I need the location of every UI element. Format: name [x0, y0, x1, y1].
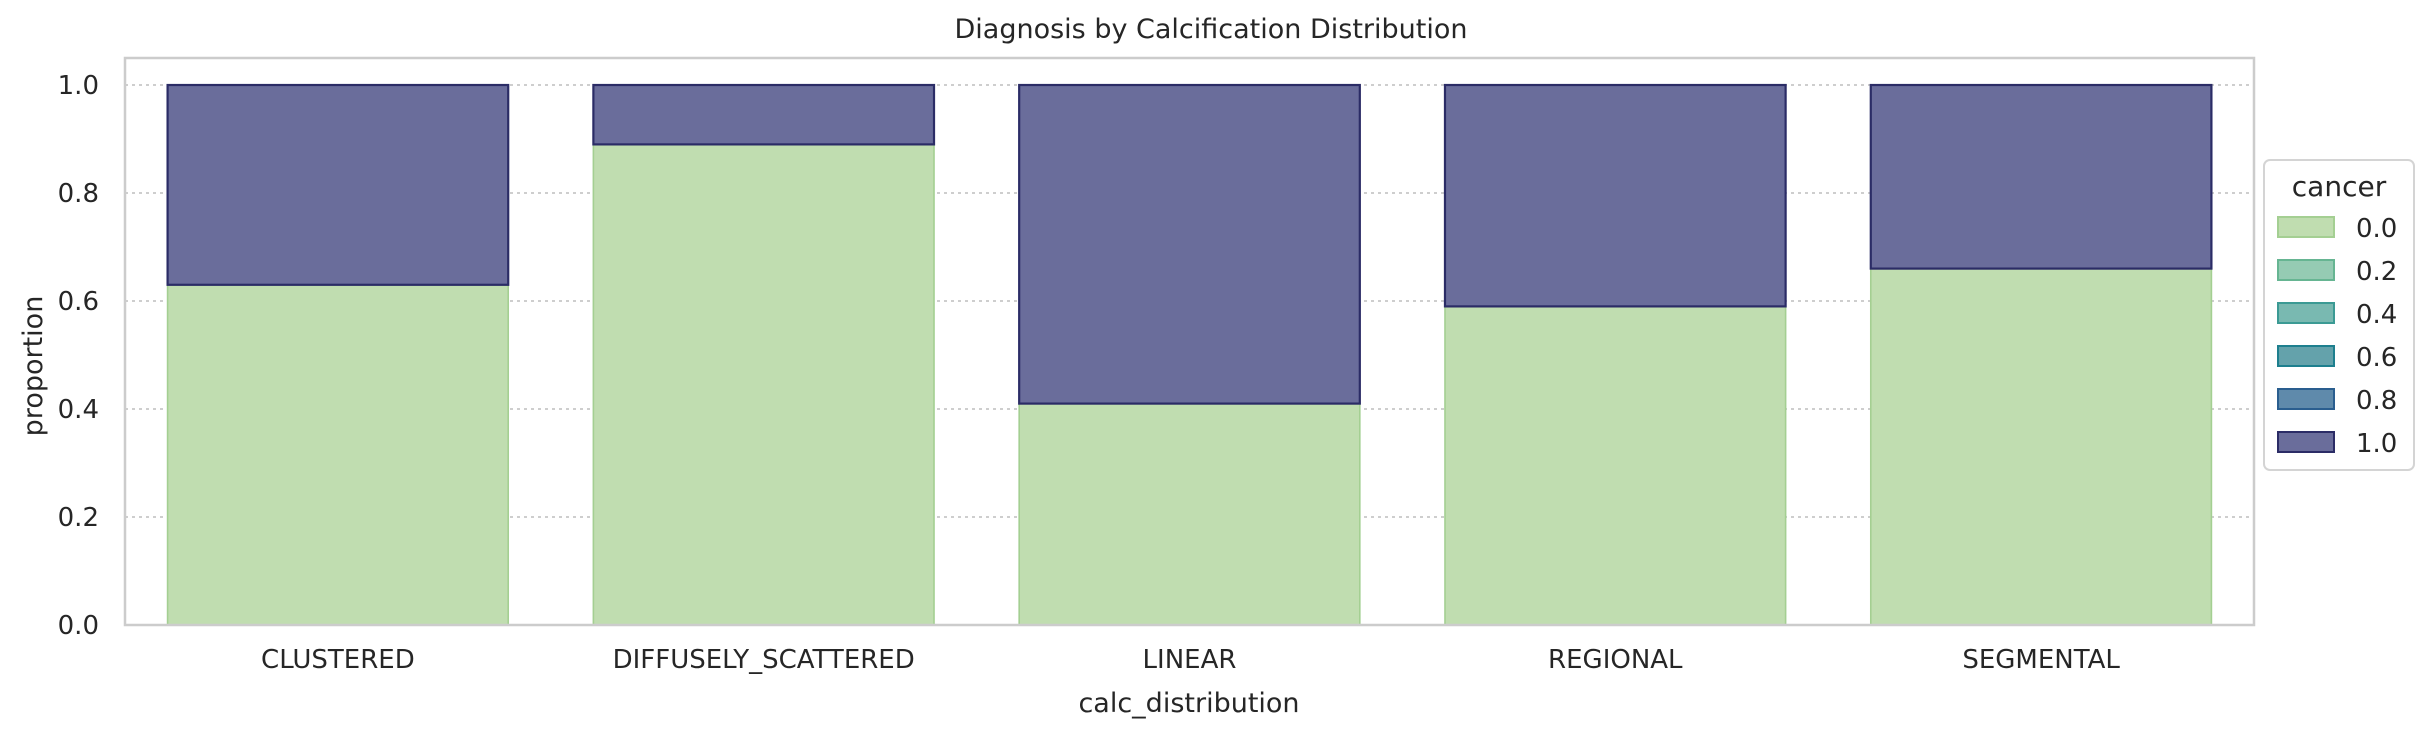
legend-label: 1.0 [2356, 429, 2397, 459]
bar-diffusely-scattered-cancer-1-0 [592, 83, 936, 146]
bar-clustered-cancer-0-0 [166, 283, 510, 626]
y-tick-label: 0.8 [58, 179, 99, 209]
legend-swatch [2277, 259, 2335, 281]
legend-label: 0.2 [2356, 257, 2397, 287]
bar-linear-cancer-0-0 [1018, 402, 1361, 626]
legend-swatch [2277, 345, 2335, 367]
bar-diffusely-scattered-cancer-0-0 [592, 143, 935, 626]
y-tick-label: 1.0 [58, 71, 99, 101]
y-tick-labels: 0.0 0.2 0.4 0.6 0.8 1.0 [58, 71, 99, 641]
plot-frame-rect [123, 56, 2256, 627]
y-tick-label: 0.4 [58, 395, 99, 425]
legend-swatch [2277, 302, 2335, 324]
bar-clustered-cancer-1-0 [166, 83, 510, 286]
y-tick-label: 0.0 [58, 611, 99, 641]
plot-frame [123, 56, 2256, 627]
x-tick-labels: CLUSTERED DIFFUSELY_SCATTERED LINEAR REGION… [261, 645, 2120, 675]
legend-label: 0.8 [2356, 386, 2397, 416]
bar-regional-cancer-0-0 [1444, 305, 1787, 626]
legend-title: cancer [2292, 170, 2387, 203]
y-axis-label: proportion [18, 296, 49, 437]
bar-segmental-cancer-1-0 [1869, 83, 2213, 270]
legend-swatch [2277, 431, 2335, 453]
x-tick-label: SEGMENTAL [1962, 645, 2120, 675]
x-tick-label: REGIONAL [1548, 645, 1683, 675]
y-tick-label: 0.2 [58, 503, 99, 533]
x-tick-label: DIFFUSELY_SCATTERED [613, 645, 915, 675]
bar-regional-cancer-1-0 [1443, 83, 1787, 308]
y-tick-label: 0.6 [58, 287, 99, 317]
legend-label: 0.0 [2356, 214, 2397, 244]
bar-segmental-cancer-0-0 [1869, 267, 2213, 626]
chart-title: Diagnosis by Calcification Distribution [955, 14, 1468, 45]
legend-swatch [2277, 216, 2335, 238]
bar-linear-cancer-1-0 [1018, 83, 1361, 405]
x-tick-label: LINEAR [1143, 645, 1237, 675]
legend-swatch [2277, 388, 2335, 410]
x-tick-label: CLUSTERED [261, 645, 415, 675]
bars [166, 83, 2213, 626]
legend-label: 0.4 [2356, 300, 2397, 330]
legend: cancer 0.0 0.2 0.4 0.6 0.8 1.0 [2263, 159, 2415, 471]
x-axis-label: calc_distribution [1078, 688, 1299, 719]
legend-label: 0.6 [2356, 343, 2397, 373]
